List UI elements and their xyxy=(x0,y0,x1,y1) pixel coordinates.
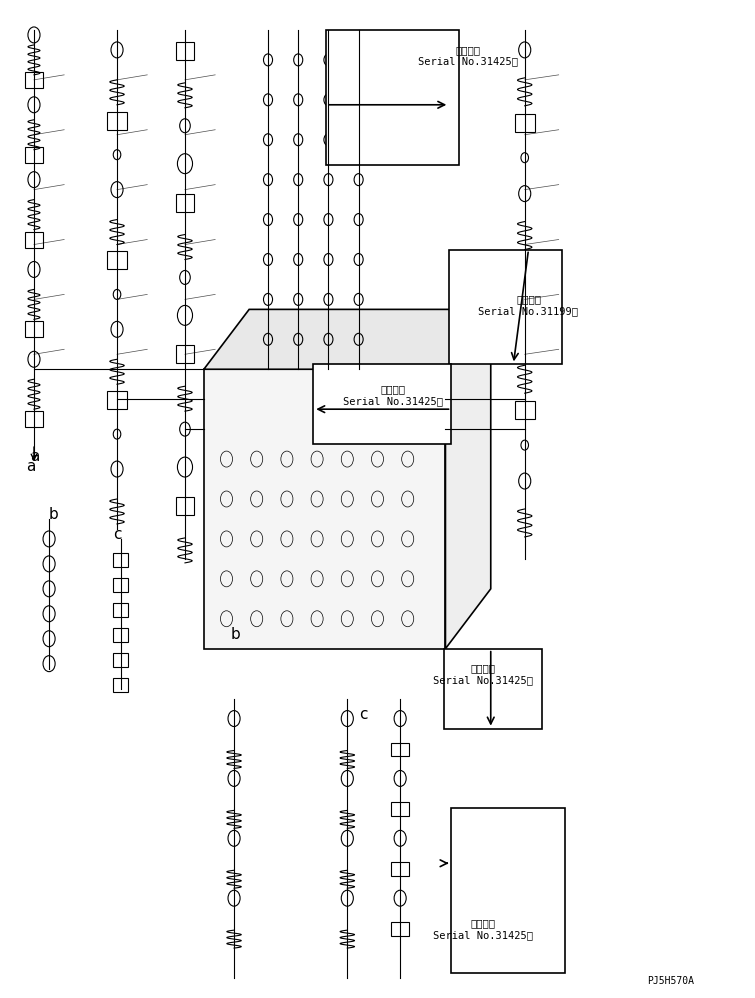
Text: c: c xyxy=(113,527,122,542)
Bar xyxy=(515,257,535,275)
Bar xyxy=(444,649,542,729)
Bar xyxy=(107,391,127,409)
Bar xyxy=(176,42,194,60)
Polygon shape xyxy=(445,309,491,649)
Bar xyxy=(313,364,451,444)
Bar xyxy=(515,114,535,132)
Bar xyxy=(113,578,128,592)
Text: 適用号機
Serial No.31425〜: 適用号機 Serial No.31425〜 xyxy=(418,45,518,67)
Bar xyxy=(113,628,128,642)
Text: 適用号機
Serial No.31425〜: 適用号機 Serial No.31425〜 xyxy=(343,384,442,406)
Bar xyxy=(515,401,535,419)
Bar xyxy=(326,30,459,165)
Text: PJ5H570A: PJ5H570A xyxy=(648,976,695,986)
Bar xyxy=(107,251,127,269)
Bar xyxy=(113,603,128,617)
Bar xyxy=(176,497,194,515)
Bar xyxy=(113,653,128,667)
Text: 適用号機
Serial No.31425〜: 適用号機 Serial No.31425〜 xyxy=(433,664,533,686)
Bar xyxy=(204,369,445,649)
Polygon shape xyxy=(204,309,491,369)
Text: c: c xyxy=(359,707,367,722)
Bar xyxy=(391,922,409,936)
Text: b: b xyxy=(49,507,59,522)
Text: a: a xyxy=(30,449,39,464)
Bar xyxy=(25,147,43,163)
Text: 適用号機
Serial No.31425〜: 適用号機 Serial No.31425〜 xyxy=(433,918,533,940)
Bar xyxy=(107,112,127,130)
Bar xyxy=(451,808,565,973)
Bar xyxy=(25,411,43,427)
Bar xyxy=(449,250,562,364)
Bar xyxy=(25,232,43,248)
Bar xyxy=(176,345,194,363)
Text: 適用号機
Serial No.31199〜: 適用号機 Serial No.31199〜 xyxy=(479,294,578,316)
Bar xyxy=(176,194,194,212)
Bar xyxy=(25,321,43,337)
Bar xyxy=(113,678,128,692)
Bar xyxy=(391,862,409,876)
Bar xyxy=(391,802,409,816)
Bar xyxy=(25,72,43,88)
Text: b: b xyxy=(230,627,240,642)
Bar xyxy=(113,553,128,567)
Text: a: a xyxy=(26,459,35,474)
Bar xyxy=(391,743,409,756)
